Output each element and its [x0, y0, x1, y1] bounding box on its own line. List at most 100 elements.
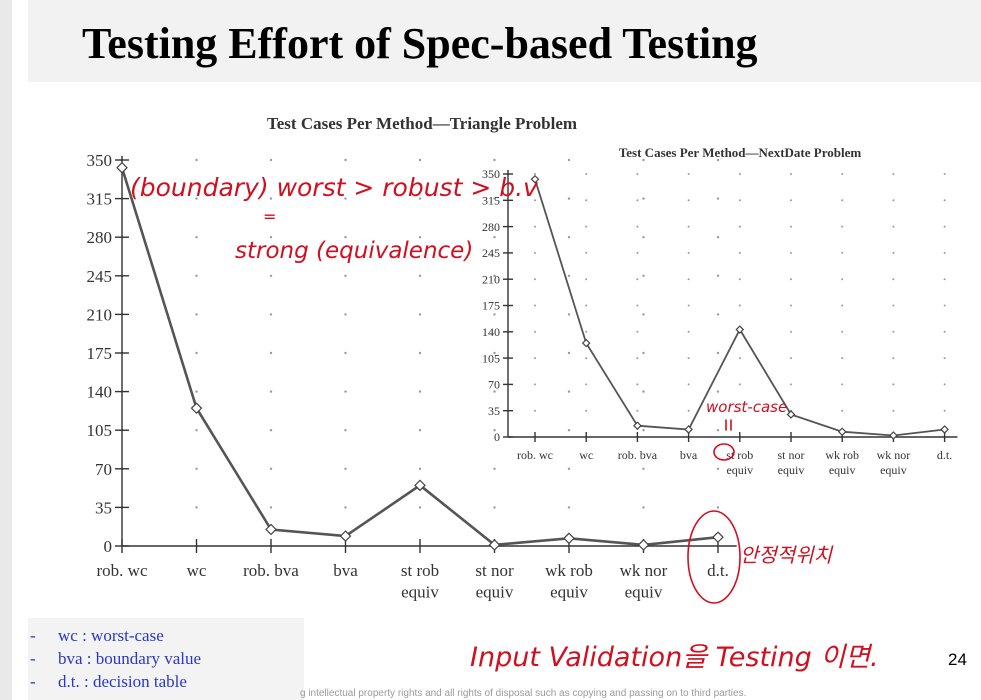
grid-dot: [687, 199, 690, 202]
y-tick-label: 105: [482, 351, 500, 365]
y-tick-label: 70: [95, 460, 112, 479]
grid-dot: [738, 225, 741, 228]
grid-dot: [738, 357, 741, 360]
chart-nextdate-points: [530, 174, 949, 440]
annotation-worst-case-note: worst-case: [706, 398, 787, 416]
y-tick-label: 140: [482, 325, 500, 339]
grid-dot: [687, 357, 690, 360]
data-point-marker: [488, 539, 501, 551]
y-tick-label: 350: [87, 151, 113, 170]
grid-dot: [585, 199, 588, 202]
x-tick-label: st rob: [726, 448, 753, 462]
x-tick-label: rob. bva: [243, 561, 299, 580]
grid-dot: [642, 158, 645, 162]
y-tick-label: 350: [482, 167, 500, 181]
grid-dot: [790, 330, 792, 333]
data-point-marker: [712, 531, 724, 544]
grid-dot: [738, 199, 741, 202]
grid-dot: [943, 383, 946, 386]
grid-dot: [418, 390, 422, 393]
grid-dot: [418, 197, 422, 200]
y-tick-label: 70: [488, 378, 500, 392]
grid-dot: [534, 409, 536, 412]
grid-dot: [269, 313, 273, 316]
grid-dot: [790, 357, 792, 360]
grid-dot: [738, 304, 741, 307]
grid-dot: [841, 304, 844, 307]
grid-dot: [418, 274, 422, 277]
grid-dot: [841, 225, 844, 228]
grid-dot: [534, 278, 536, 281]
x-tick-label: rob. wc: [517, 448, 553, 462]
grid-dot: [418, 467, 422, 470]
slide-left-bar: [0, 0, 12, 700]
grid-dot: [841, 251, 844, 254]
chart-nextdate: Test Cases Per Method—NextDate Problem 0…: [482, 145, 958, 477]
grid-dot: [943, 173, 946, 175]
footer-notice: g intellectual property rights and all r…: [300, 688, 747, 699]
x-tick-label: equiv: [726, 463, 753, 477]
grid-dot: [567, 467, 571, 470]
grid-dot: [841, 330, 844, 333]
grid-dot: [943, 330, 946, 333]
data-point-marker: [581, 338, 591, 348]
grid-dot: [892, 173, 895, 175]
grid-dot: [642, 274, 645, 277]
y-tick-label: 280: [87, 228, 113, 247]
legend-item-bva: - bva : boundary value: [30, 649, 201, 669]
grid-dot: [790, 278, 792, 281]
grid-dot: [687, 278, 690, 281]
legend-item-wc: - wc : worst-case: [30, 626, 164, 646]
data-point-marker: [786, 410, 796, 419]
grid-dot: [534, 199, 536, 202]
grid-dot: [195, 429, 198, 432]
grid-dot: [841, 383, 844, 386]
grid-dot: [493, 158, 496, 162]
x-tick-label: equiv: [476, 582, 514, 601]
grid-dot: [493, 390, 496, 393]
grid-dot: [585, 330, 588, 333]
y-tick-label: 245: [482, 246, 500, 260]
data-point-marker: [684, 425, 693, 434]
data-point-marker: [940, 425, 949, 434]
grid-dot: [344, 429, 347, 432]
y-tick-label: 210: [87, 305, 113, 324]
chart-nextdate-axes: [507, 170, 958, 438]
grid-dot: [642, 351, 645, 355]
y-tick-label: 315: [482, 194, 500, 208]
y-tick-label: 315: [87, 190, 113, 209]
annotation-dt-circle: [687, 510, 741, 604]
grid-dot: [790, 383, 792, 386]
data-point-marker: [637, 539, 650, 551]
grid-dot: [344, 236, 347, 239]
grid-dot: [636, 199, 639, 202]
grid-dot: [642, 506, 645, 509]
grid-dot: [687, 173, 690, 175]
grid-dot: [195, 467, 198, 470]
grid-dot: [585, 409, 588, 412]
x-tick-label: wk rob: [545, 561, 593, 580]
x-tick-label: equiv: [625, 582, 663, 601]
data-point-marker: [530, 174, 540, 184]
x-tick-label: d.t.: [937, 448, 952, 462]
grid-dot: [567, 236, 571, 239]
slide-title: Testing Effort of Spec-based Testing: [82, 19, 758, 68]
grid-dot: [195, 313, 198, 316]
grid-dot: [585, 357, 588, 360]
grid-dot: [738, 383, 741, 386]
grid-dot: [892, 278, 895, 281]
grid-dot: [841, 173, 844, 175]
grid-dot: [841, 199, 844, 202]
grid-dot: [716, 274, 720, 277]
abbreviation-legend: - wc : worst-case - bva : boundary value…: [28, 618, 304, 700]
y-tick-label: 105: [87, 421, 113, 440]
annotation-top-note: (boundary) worst > robust > b.v: [130, 173, 539, 202]
grid-dot: [892, 199, 895, 202]
grid-dot: [585, 383, 588, 386]
grid-dot: [534, 330, 536, 333]
annotation-korean-note: 안정적위치: [740, 543, 834, 567]
chart-triangle: Test Cases Per Method—Triangle Problem 0…: [87, 114, 737, 601]
grid-dot: [269, 236, 273, 239]
data-point-marker: [735, 325, 745, 334]
y-tick-label: 0: [494, 430, 500, 444]
